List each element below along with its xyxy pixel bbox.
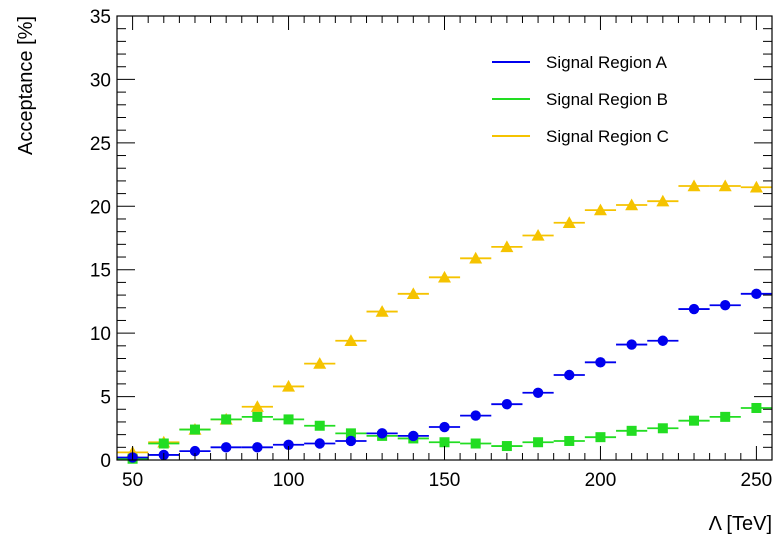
data-point-circle	[501, 398, 513, 410]
axis-ticks: 50 100 150 200 250 0 5 10 15 20 25 30 35	[90, 7, 773, 491]
data-point-square	[501, 441, 512, 452]
data-point-triangle	[749, 180, 763, 193]
data-point-triangle	[718, 179, 732, 192]
series-signal-region-c	[117, 179, 772, 458]
y-tick-label: 25	[90, 134, 111, 155]
data-point-circle	[626, 339, 637, 350]
data-point-circle	[595, 357, 606, 368]
data-point-circle	[532, 387, 544, 398]
data-point-circle	[657, 335, 669, 346]
data-point-circle	[314, 438, 325, 449]
data-point-square	[657, 423, 668, 434]
legend-entry: Signal Region B	[546, 90, 668, 109]
data-point-square	[751, 402, 762, 413]
series-signal-region-a	[117, 288, 772, 463]
data-point-triangle	[687, 179, 701, 192]
x-tick-label: 150	[429, 470, 461, 491]
x-tick-label: 50	[122, 470, 143, 491]
x-tick-label: 200	[585, 470, 617, 491]
data-point-circle	[408, 430, 419, 442]
data-point-triangle	[438, 270, 451, 283]
y-tick-label: 0	[100, 451, 111, 472]
data-point-triangle	[313, 357, 327, 369]
data-point-square	[221, 414, 232, 425]
x-axis-title: Λ [TeV]	[709, 513, 772, 535]
series-layer	[117, 179, 772, 464]
data-point-circle	[439, 421, 450, 433]
data-point-square	[626, 425, 637, 436]
data-point-square	[689, 415, 700, 426]
data-point-circle	[751, 288, 762, 300]
legend-entry: Signal Region C	[546, 127, 669, 146]
data-point-triangle	[375, 305, 389, 317]
data-point-circle	[470, 410, 481, 421]
data-point-triangle	[282, 379, 296, 392]
y-tick-label: 15	[90, 261, 111, 282]
data-point-circle	[345, 435, 357, 447]
y-tick-label: 35	[90, 7, 111, 28]
data-point-square	[720, 411, 731, 422]
y-axis-title: Acceptance [%]	[15, 16, 37, 155]
data-point-circle	[252, 442, 263, 453]
data-point-square	[564, 435, 575, 446]
data-point-triangle	[344, 334, 358, 346]
plot-frame	[116, 15, 773, 461]
x-tick-label: 100	[273, 470, 305, 491]
data-point-triangle	[625, 198, 639, 211]
data-point-circle	[688, 303, 700, 315]
y-tick-label: 30	[90, 70, 111, 91]
data-point-square	[470, 438, 481, 449]
data-point-square	[158, 438, 169, 449]
data-point-triangle	[531, 228, 545, 241]
data-point-circle	[376, 428, 388, 439]
data-point-square	[439, 437, 450, 448]
data-point-circle	[189, 445, 201, 457]
data-point-circle	[720, 300, 731, 311]
data-point-triangle	[593, 203, 607, 216]
legend-entry: Signal Region A	[546, 53, 668, 72]
data-point-square	[533, 437, 544, 448]
data-point-triangle	[500, 240, 514, 253]
legend: Signal Region A Signal Region B Signal Reg…	[492, 53, 669, 146]
data-point-triangle	[406, 287, 420, 300]
x-tick-label: 250	[741, 470, 773, 491]
data-point-square	[595, 432, 606, 443]
data-point-circle	[283, 439, 294, 450]
data-point-square	[189, 424, 200, 435]
data-point-triangle	[250, 400, 264, 412]
y-tick-label: 5	[100, 388, 111, 409]
data-point-square	[345, 428, 356, 439]
data-point-triangle	[469, 251, 483, 264]
data-point-square	[283, 414, 294, 425]
data-point-square	[314, 420, 325, 431]
data-point-triangle	[656, 194, 670, 207]
data-point-triangle	[562, 216, 576, 228]
data-point-circle	[220, 442, 232, 453]
y-tick-label: 10	[90, 324, 111, 345]
y-tick-label: 20	[90, 197, 111, 218]
data-point-circle	[564, 369, 575, 381]
data-point-square	[252, 411, 263, 422]
